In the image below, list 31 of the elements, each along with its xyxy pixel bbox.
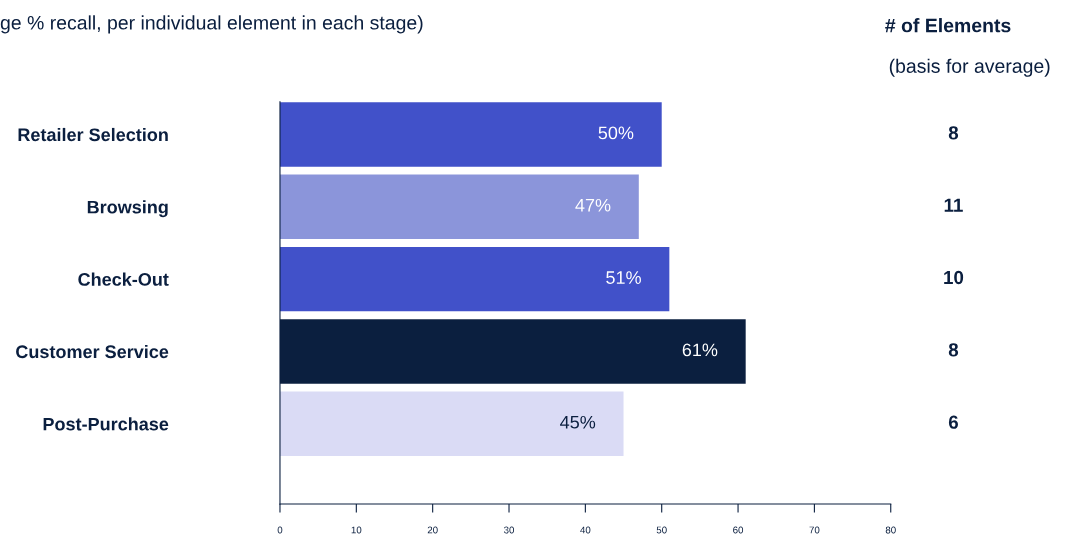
x-tick-label: 50: [656, 526, 667, 534]
data-label: 50%: [598, 126, 634, 140]
data-label: 47%: [575, 198, 611, 212]
x-tick-label: 0: [277, 526, 283, 534]
x-tick-label: 60: [733, 526, 744, 534]
x-tick-label: 70: [809, 526, 820, 534]
text: 11: [944, 198, 963, 212]
text: 10: [944, 270, 964, 285]
y-tick-label: Customer Service: [16, 344, 169, 359]
y-tick-label: Post-Purchase: [43, 417, 169, 431]
text: 8: [948, 343, 959, 357]
data-label: 51%: [606, 271, 641, 284]
x-tick-label: 30: [503, 526, 515, 534]
x-tick-label: 80: [885, 526, 896, 534]
text: (basis for average): [889, 58, 1050, 77]
y-tick-label: Retailer Selection: [18, 127, 168, 142]
text: 6: [948, 415, 958, 429]
x-tick-label: 10: [351, 526, 362, 534]
bar: [279, 391, 624, 456]
text: # of Elements: [885, 18, 1011, 33]
data-label: 45%: [560, 415, 596, 429]
x-tick-label: 40: [580, 526, 591, 534]
bar: [279, 102, 662, 167]
x-tick-label: 20: [427, 526, 438, 534]
chart-title: ge % recall, per individual element in each stage): [0, 15, 423, 34]
bar: [279, 174, 639, 239]
text: 8: [948, 126, 959, 140]
bar: [279, 246, 670, 312]
data-label: 61%: [682, 343, 718, 357]
y-tick-label: Check-Out: [78, 272, 169, 286]
y-tick-label: Browsing: [87, 200, 168, 218]
